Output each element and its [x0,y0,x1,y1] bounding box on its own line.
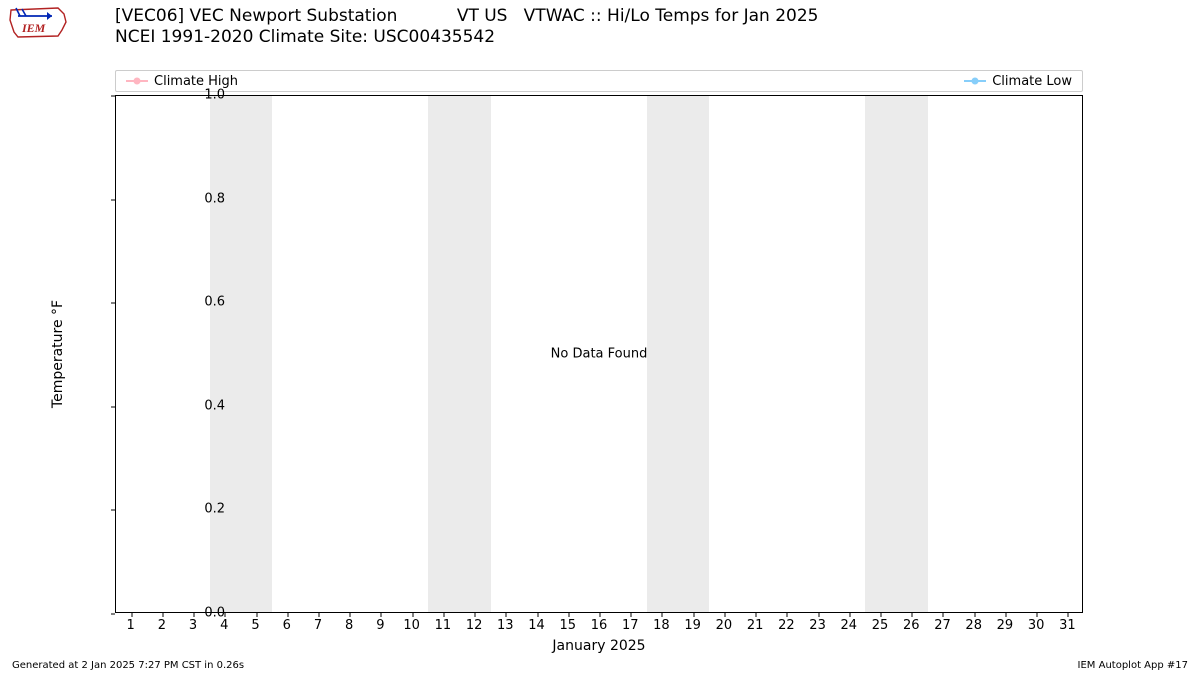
x-tick-label: 25 [872,618,889,633]
x-tick-mark [756,613,757,617]
y-tick-label: 0.6 [204,295,225,310]
x-tick-label: 8 [345,618,353,633]
y-axis-label: Temperature °F [50,300,66,408]
x-tick-mark [849,613,850,617]
y-tick-mark [111,96,115,97]
x-tick-label: 6 [283,618,291,633]
x-tick-mark [412,613,413,617]
y-tick-label: 0.4 [204,398,225,413]
y-tick-mark [111,406,115,407]
x-tick-label: 20 [716,618,733,633]
legend-entry-high: Climate High [126,74,238,89]
x-tick-label: 18 [653,618,670,633]
iem-logo: IEM [8,4,70,40]
legend-swatch-high [126,76,148,86]
svg-text:IEM: IEM [21,21,46,35]
x-tick-mark [568,613,569,617]
x-tick-mark [1037,613,1038,617]
y-tick-mark [111,510,115,511]
x-tick-label: 5 [251,618,259,633]
x-tick-label: 21 [747,618,764,633]
x-axis-label: January 2025 [552,638,645,654]
x-tick-label: 26 [903,618,920,633]
x-tick-mark [724,613,725,617]
x-tick-mark [537,613,538,617]
y-tick-label: 1.0 [204,88,225,103]
x-tick-mark [475,613,476,617]
x-tick-mark [662,613,663,617]
x-tick-label: 16 [591,618,608,633]
weekend-band [865,96,927,612]
legend-entry-low: Climate Low [964,74,1072,89]
footer-generated: Generated at 2 Jan 2025 7:27 PM CST in 0… [12,660,244,671]
x-tick-label: 9 [376,618,384,633]
no-data-message: No Data Found [551,347,648,362]
x-tick-label: 1 [126,618,134,633]
x-tick-mark [912,613,913,617]
x-tick-label: 11 [435,618,452,633]
x-tick-mark [287,613,288,617]
x-tick-label: 29 [997,618,1014,633]
legend-swatch-low [964,76,986,86]
x-tick-mark [787,613,788,617]
title-line2: NCEI 1991-2020 Climate Site: USC00435542 [115,27,495,47]
x-tick-mark [631,613,632,617]
legend-label-high: Climate High [154,74,238,89]
y-tick-label: 0.2 [204,502,225,517]
x-tick-mark [381,613,382,617]
x-tick-mark [943,613,944,617]
plot-area: No Data Found [115,95,1083,613]
x-tick-label: 27 [934,618,951,633]
legend-label-low: Climate Low [992,74,1072,89]
x-tick-mark [162,613,163,617]
x-tick-mark [350,613,351,617]
x-tick-label: 14 [528,618,545,633]
x-tick-label: 22 [778,618,795,633]
x-tick-mark [693,613,694,617]
x-tick-mark [1005,613,1006,617]
x-tick-label: 7 [314,618,322,633]
x-tick-mark [443,613,444,617]
legend: Climate High Climate Low [115,70,1083,92]
weekend-band [428,96,490,612]
y-tick-label: 0.8 [204,191,225,206]
x-tick-label: 30 [1028,618,1045,633]
x-tick-label: 13 [497,618,514,633]
x-tick-label: 19 [684,618,701,633]
x-tick-label: 3 [189,618,197,633]
x-tick-label: 15 [559,618,576,633]
x-tick-mark [256,613,257,617]
x-tick-mark [974,613,975,617]
x-tick-label: 12 [466,618,483,633]
x-tick-label: 2 [158,618,166,633]
y-tick-mark [111,199,115,200]
x-tick-mark [131,613,132,617]
x-tick-mark [506,613,507,617]
x-tick-mark [881,613,882,617]
chart-title: [VEC06] VEC Newport Substation VT US VTW… [115,6,818,49]
x-tick-label: 17 [622,618,639,633]
x-tick-label: 31 [1059,618,1076,633]
x-tick-label: 4 [220,618,228,633]
y-tick-mark [111,303,115,304]
y-tick-mark [111,614,115,615]
x-tick-label: 10 [403,618,420,633]
weekend-band [647,96,709,612]
x-tick-mark [818,613,819,617]
x-tick-mark [1068,613,1069,617]
x-tick-mark [600,613,601,617]
x-tick-mark [194,613,195,617]
x-tick-label: 24 [841,618,858,633]
footer-app: IEM Autoplot App #17 [1078,660,1188,671]
page: IEM [VEC06] VEC Newport Substation VT US… [0,0,1200,675]
x-tick-label: 28 [965,618,982,633]
title-line1: [VEC06] VEC Newport Substation VT US VTW… [115,6,818,26]
weekend-band [210,96,272,612]
x-tick-label: 23 [809,618,826,633]
x-tick-mark [318,613,319,617]
